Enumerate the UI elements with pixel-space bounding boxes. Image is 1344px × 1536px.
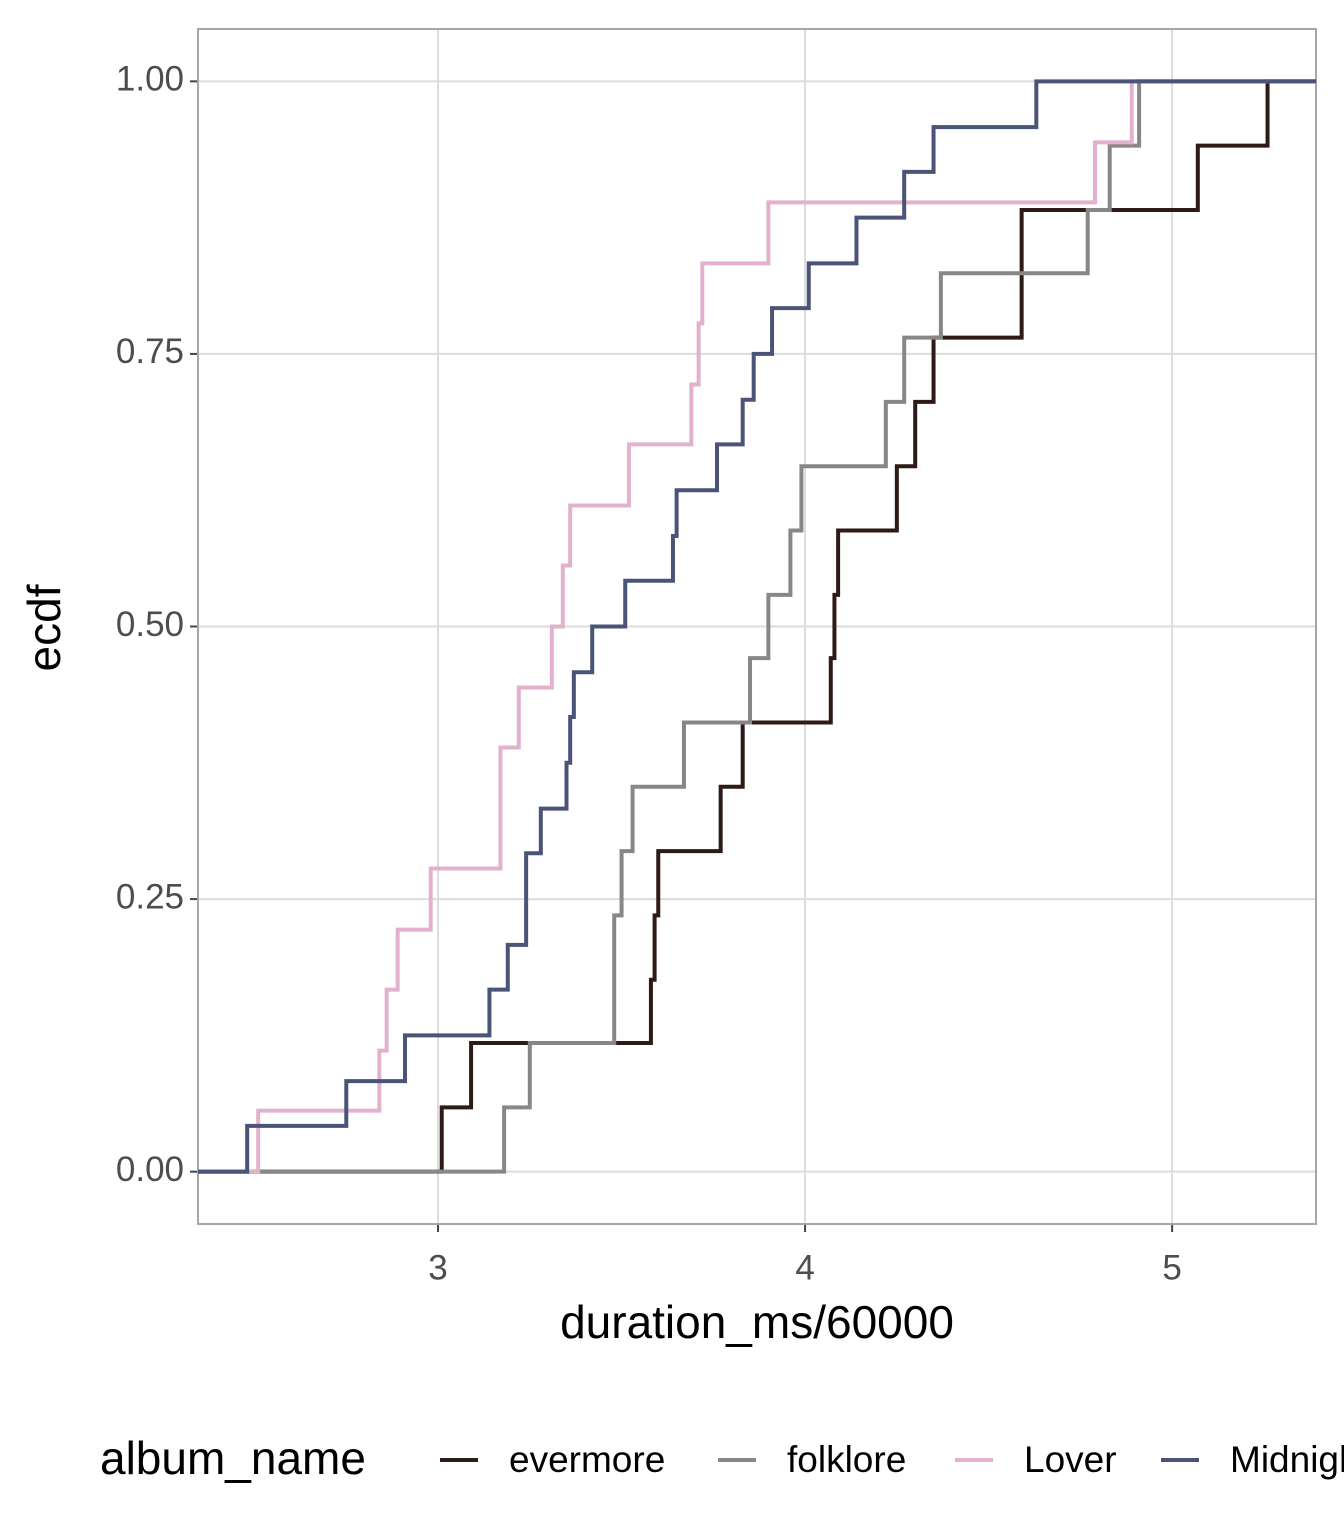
- legend-label: folklore: [787, 1439, 906, 1480]
- x-axis-title: duration_ms/60000: [560, 1296, 954, 1348]
- panel-border: [197, 28, 1317, 1225]
- x-tick-label: 4: [795, 1248, 814, 1287]
- x-tick-label: 3: [428, 1248, 447, 1287]
- ecdf-line: [198, 79, 1316, 1174]
- ecdf-line: [198, 79, 1316, 1174]
- y-tick-label: 0.00: [116, 1150, 184, 1189]
- legend-label: evermore: [509, 1439, 665, 1480]
- x-tick-label: 5: [1162, 1248, 1181, 1287]
- ecdf-line: [198, 79, 1316, 1174]
- y-tick-label: 0.50: [116, 605, 184, 644]
- y-tick-label: 0.25: [116, 877, 184, 916]
- y-tick-label: 1.00: [116, 60, 184, 99]
- legend-label: Midnights: [1230, 1439, 1344, 1480]
- legend-title: album_name: [100, 1432, 366, 1484]
- y-axis-title: ecdf: [18, 584, 70, 671]
- y-tick-label: 0.75: [116, 332, 184, 371]
- legend-label: Lover: [1024, 1439, 1117, 1480]
